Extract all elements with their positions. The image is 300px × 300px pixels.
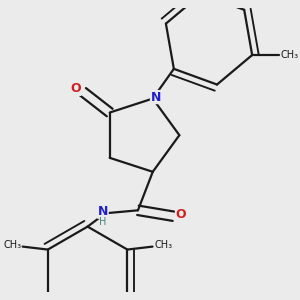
Text: N: N (151, 91, 161, 103)
Text: CH₃: CH₃ (3, 240, 21, 250)
Text: CH₃: CH₃ (154, 240, 172, 250)
Text: O: O (176, 208, 186, 221)
Text: O: O (70, 82, 81, 95)
Text: N: N (98, 205, 108, 218)
Text: H: H (99, 217, 107, 226)
Text: CH₃: CH₃ (280, 50, 298, 60)
